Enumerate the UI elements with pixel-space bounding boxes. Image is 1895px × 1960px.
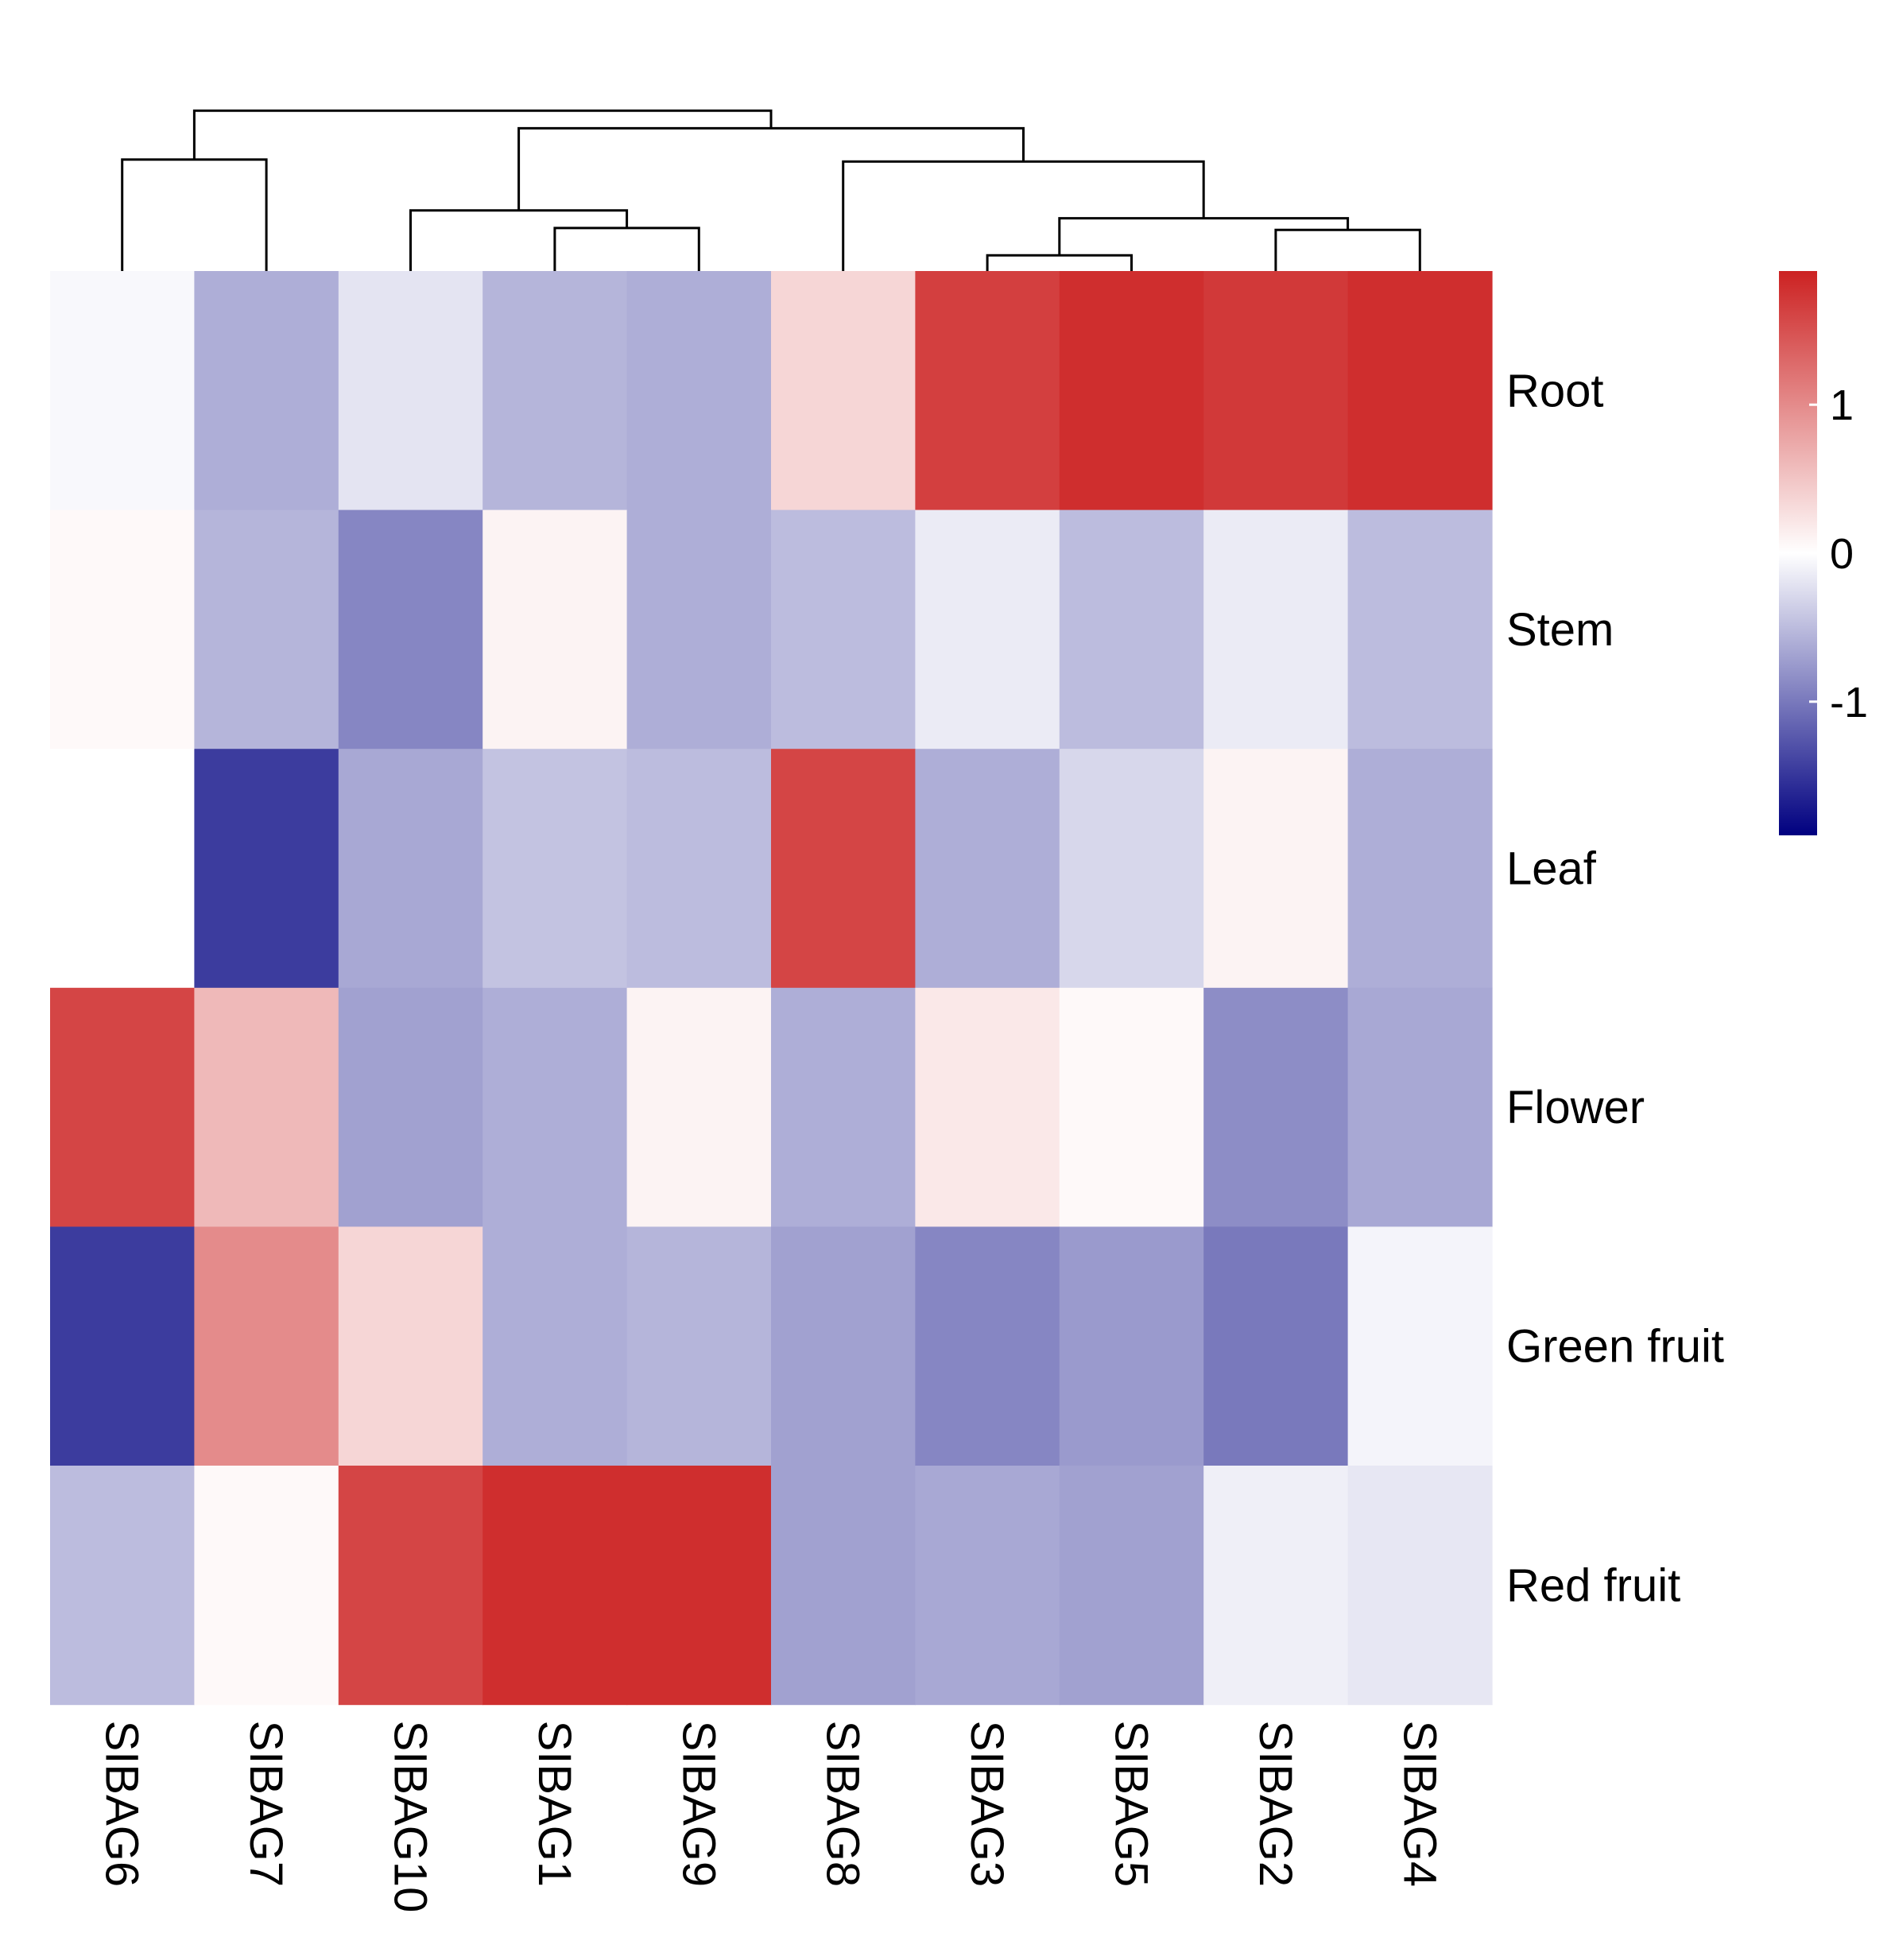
heatmap-cell — [1059, 987, 1204, 1227]
heatmap-cell — [626, 749, 772, 989]
column-labels: SIBAG6 SIBAG7 SIBAG10 SIBAG1 SIBAG9 SIBAG8 SIB… — [96, 1721, 1446, 1913]
heatmap-cell — [915, 509, 1060, 750]
heatmap-cell — [1347, 987, 1493, 1227]
column-label: SIBAG9 — [672, 1721, 724, 1888]
dendrogram-branch — [121, 158, 268, 271]
heatmap-cell — [338, 1466, 483, 1706]
row-label: Flower — [1506, 1082, 1645, 1133]
heatmap-cell — [338, 987, 483, 1227]
heatmap-cell — [626, 1466, 772, 1706]
heatmap-cell — [1059, 271, 1204, 511]
heatmap-cell — [482, 749, 628, 989]
heatmap-cell — [1347, 271, 1493, 511]
dendrogram-branch — [517, 126, 1025, 211]
column-dendrogram — [121, 109, 1421, 271]
legend-tick-label: 1 — [1830, 382, 1854, 429]
heatmap-cell — [194, 749, 339, 989]
column-label: SIBAG1 — [529, 1721, 580, 1888]
heatmap-cell — [338, 1226, 483, 1466]
column-label: SIBAG7 — [240, 1721, 292, 1888]
heatmap-cell — [915, 749, 1060, 989]
heatmap-cell — [50, 987, 195, 1227]
heatmap-cell — [194, 509, 339, 750]
heatmap-cell — [1203, 271, 1349, 511]
heatmap-cell — [626, 987, 772, 1227]
heatmap-cell — [338, 509, 483, 750]
heatmap-cell — [482, 509, 628, 750]
legend-tick-label: 0 — [1830, 530, 1854, 578]
heatmap-cell — [194, 1466, 339, 1706]
column-label: SIBAG5 — [1106, 1721, 1157, 1888]
column-label: SIBAG3 — [961, 1721, 1013, 1888]
heatmap-cell — [771, 1466, 916, 1706]
heatmap-cell — [194, 271, 339, 511]
heatmap-cell — [482, 1226, 628, 1466]
dendrogram-branch — [1274, 228, 1421, 271]
heatmap-cell — [482, 1466, 628, 1706]
column-label: SIBAG10 — [385, 1721, 436, 1913]
row-label: Leaf — [1506, 843, 1597, 895]
heatmap-cell — [915, 987, 1060, 1227]
color-legend: 1 0 -1 — [1779, 271, 1868, 835]
heatmap-cell — [915, 271, 1060, 511]
heatmap-cell — [1203, 987, 1349, 1227]
column-label: SIBAG8 — [817, 1721, 869, 1888]
heatmap-cell — [1347, 1226, 1493, 1466]
heatmap-cell — [1203, 1226, 1349, 1466]
heatmap-cell — [915, 1466, 1060, 1706]
heatmap-cell — [1203, 1466, 1349, 1706]
heatmap-cell — [771, 987, 916, 1227]
heatmap-cell — [1059, 1466, 1204, 1706]
heatmap-cell — [1347, 509, 1493, 750]
row-label: Red fruit — [1506, 1559, 1680, 1611]
heatmap-cell — [338, 271, 483, 511]
heatmap-cell — [771, 509, 916, 750]
heatmap-cell — [482, 271, 628, 511]
heatmap-cell — [50, 749, 195, 989]
heatmap-cell — [1059, 749, 1204, 989]
heatmap-cell — [50, 509, 195, 750]
heatmap-cell — [915, 1226, 1060, 1466]
heatmap-cell — [194, 987, 339, 1227]
legend-tick-label: -1 — [1830, 679, 1868, 726]
heatmap-cell — [338, 749, 483, 989]
heatmap-cell — [626, 271, 772, 511]
dendrogram-branch — [192, 109, 773, 160]
heatmap-cell — [50, 271, 195, 511]
heatmap-cell — [482, 987, 628, 1227]
column-label: SIBAG4 — [1393, 1721, 1445, 1888]
column-label: SIBAG6 — [96, 1721, 148, 1888]
row-label: Stem — [1506, 604, 1614, 656]
heatmap-cell — [626, 1226, 772, 1466]
heatmap-cell — [50, 1226, 195, 1466]
dendrogram-branch — [409, 209, 629, 271]
heatmap-cells — [50, 271, 1493, 1706]
heatmap-cell — [1203, 749, 1349, 989]
heatmap-cell — [626, 509, 772, 750]
heatmap-cell — [771, 1226, 916, 1466]
heatmap-cell — [1059, 1226, 1204, 1466]
heatmap-cell — [1347, 749, 1493, 989]
row-label: Root — [1506, 365, 1604, 416]
heatmap-cell — [771, 749, 916, 989]
heatmap-cell — [194, 1226, 339, 1466]
heatmap-cell — [1203, 509, 1349, 750]
legend-ticks: 1 0 -1 — [1809, 382, 1868, 726]
heatmap-cell — [771, 271, 916, 511]
dendrogram-branch — [1058, 217, 1350, 256]
heatmap-cell — [1347, 1466, 1493, 1706]
dendrogram-branch — [986, 254, 1133, 271]
dendrogram-branch — [553, 227, 700, 271]
heatmap-cell — [50, 1466, 195, 1706]
heatmap-cell — [1059, 509, 1204, 750]
row-labels: Root Stem Leaf Flower Green fruit Red fruit — [1506, 365, 1724, 1611]
row-label: Green fruit — [1506, 1321, 1724, 1373]
column-label: SIBAG2 — [1250, 1721, 1301, 1888]
